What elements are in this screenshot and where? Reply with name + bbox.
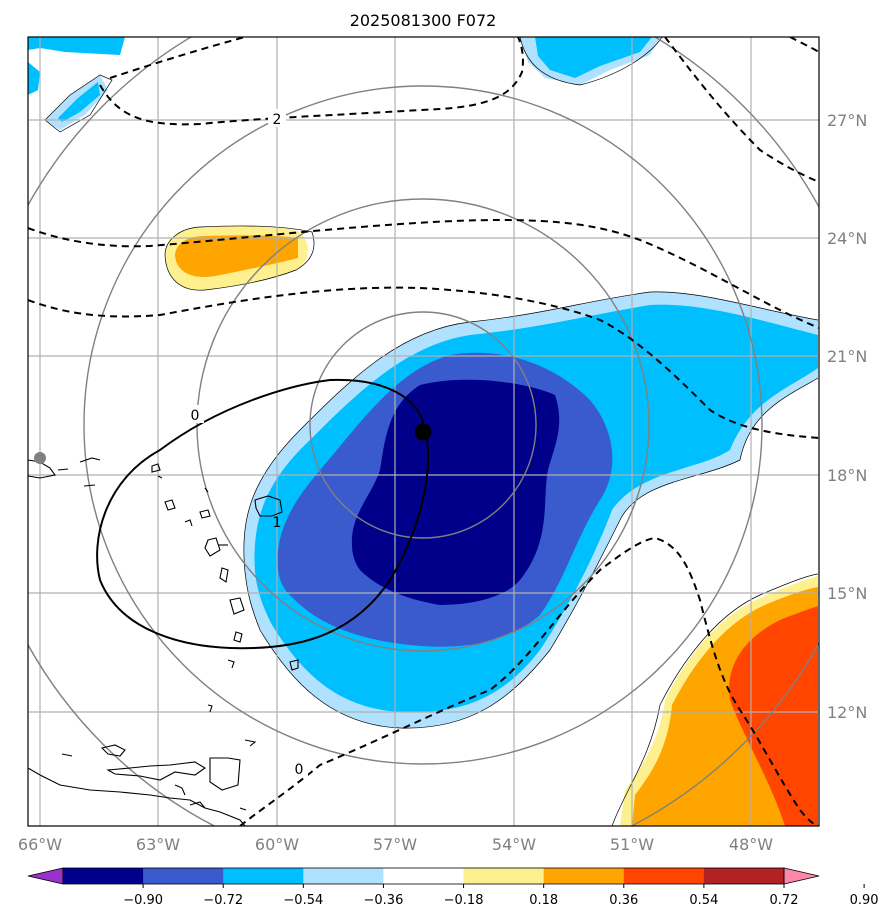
dashed-contours (28, 37, 819, 826)
lon-label-54w: 54°W (492, 835, 536, 854)
colorbar-tick-label: −0.36 (364, 893, 404, 908)
colorbar-tick-label: −0.72 (203, 893, 243, 908)
colorbar-segment (463, 868, 545, 884)
range-ring-1 (309, 311, 537, 539)
lon-label-57w: 57°W (373, 835, 417, 854)
lat-label-21n: 21°N (827, 347, 867, 366)
map-frame (27, 36, 820, 827)
contour-labels: 2 0 1 0 (186, 109, 308, 778)
dashed-contour-zero-lower (239, 536, 819, 826)
lon-label-48w: 48°W (729, 835, 773, 854)
colorbar-extend-low (27, 867, 64, 885)
colorbar-frame (62, 867, 785, 885)
lat-label-12n: 12°N (827, 703, 867, 722)
graticule (28, 37, 819, 826)
dashed-contour-upper-right-2 (789, 37, 819, 53)
colorbar-tick-label: 0.72 (770, 893, 799, 908)
lon-label-51w: 51°W (610, 835, 654, 854)
dashed-contour-upper-right (664, 37, 819, 183)
colorbar-tick-label: 0.18 (529, 893, 558, 908)
dashed-contour-upper-left (109, 37, 246, 79)
lat-label-24n: 24°N (827, 229, 867, 248)
colorbar-segment (223, 868, 304, 884)
colorbar-segment (143, 868, 224, 884)
shade-navy (351, 379, 560, 605)
colorbar-extend-high (783, 867, 820, 885)
storm-center-marker (414, 423, 432, 441)
colorbar-tick-label: 0.54 (689, 893, 718, 908)
colorbar-segment (383, 868, 465, 884)
colorbar-segment (303, 868, 384, 884)
lon-label-60w: 60°W (255, 835, 299, 854)
reference-point-marker (34, 452, 46, 464)
dashed-contour-mid-1 (28, 218, 819, 329)
patch-top-center-inner (535, 37, 652, 78)
colorbar-tick-label: 0.90 (850, 893, 879, 908)
lat-label-27n: 27°N (827, 111, 867, 130)
colorbar-tick-label: −0.54 (283, 893, 323, 908)
patch-left-blob-inner (58, 82, 100, 122)
longitude-labels: 66°W 63°W 60°W 57°W 54°W 51°W 48°W (18, 835, 773, 854)
colorbar-tick-label: −0.18 (444, 893, 484, 908)
contour-zero-loop (96, 378, 430, 650)
colorbar-tick-label: −0.90 (123, 893, 163, 908)
contour-label-0-lower: 0 (295, 762, 304, 778)
map-panel: 2 0 1 0 (28, 37, 819, 826)
patch-left-edge (28, 62, 40, 95)
contour-label-0-upper: 0 (191, 408, 200, 424)
range-ring-3 (83, 85, 763, 765)
colorbar: −0.90 −0.72 −0.54 −0.36 −0.18 0.18 0.36 0.54 0.7… (27, 867, 879, 908)
lon-label-63w: 63°W (136, 835, 180, 854)
lat-label-15n: 15°N (827, 584, 867, 603)
patch-top-left (28, 37, 125, 55)
contour-label-1: 1 (273, 515, 282, 531)
colorbar-segment (623, 868, 705, 884)
contour-label-2: 2 (273, 112, 282, 128)
lon-label-66w: 66°W (18, 835, 62, 854)
colorbar-segment (63, 868, 144, 884)
negative-patches (28, 37, 660, 130)
dashed-contour-mid-2 (28, 286, 819, 439)
colorbar-segment (703, 868, 785, 884)
shade-orange-north (175, 235, 298, 278)
colorbar-segment (543, 868, 625, 884)
range-rings (28, 37, 819, 826)
colorbar-tick-label: 0.36 (609, 893, 638, 908)
latitude-labels: 27°N 24°N 21°N 18°N 15°N 12°N (827, 111, 867, 722)
map-title: 2025081300 F072 (350, 11, 497, 30)
solid-contours (96, 378, 430, 650)
dashed-contour-2 (99, 37, 524, 126)
lat-label-18n: 18°N (827, 466, 867, 485)
